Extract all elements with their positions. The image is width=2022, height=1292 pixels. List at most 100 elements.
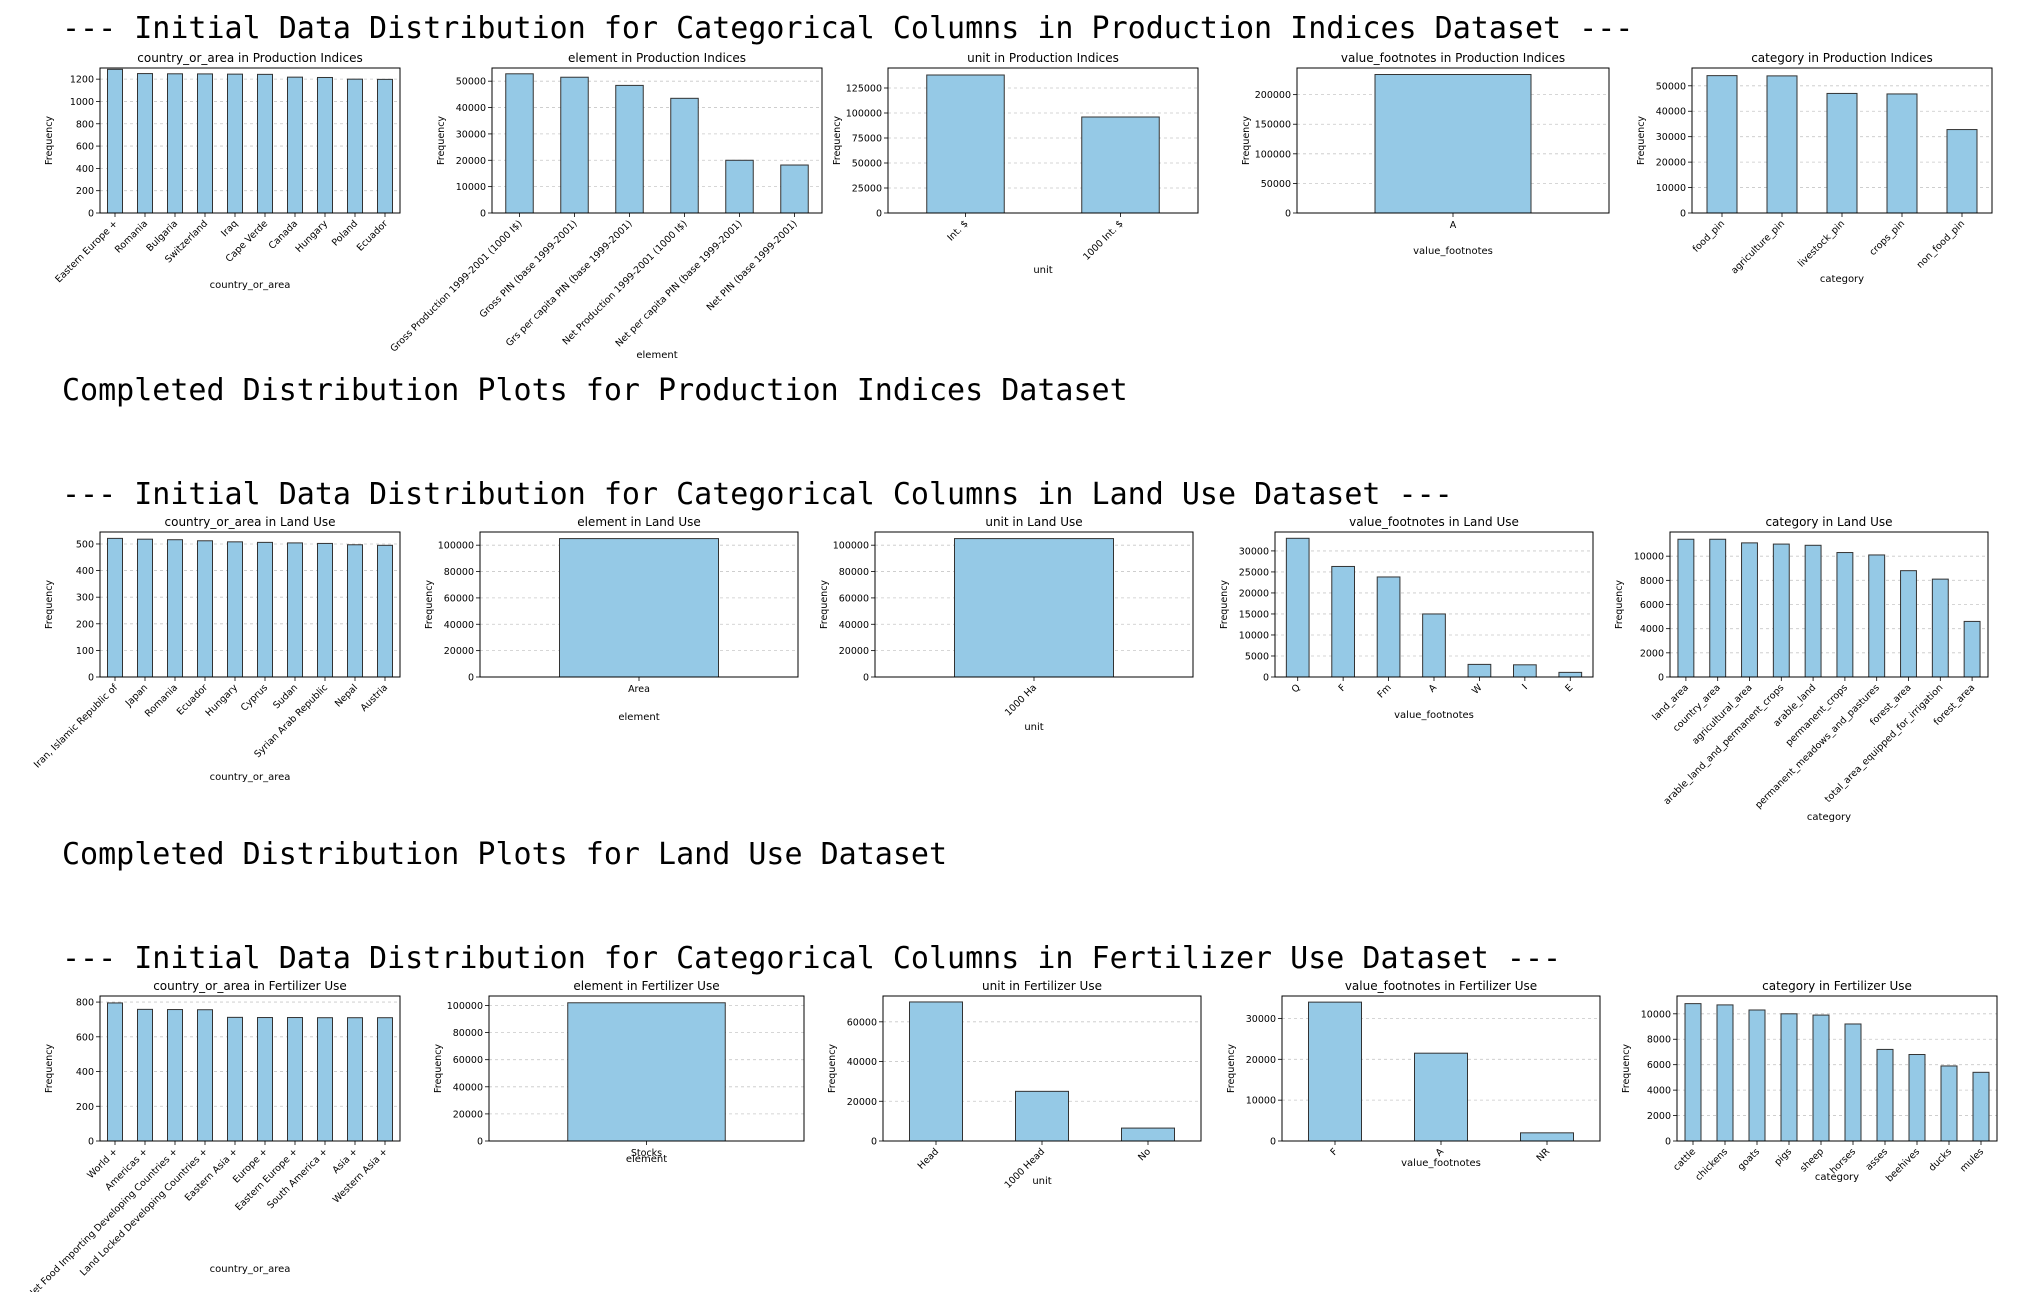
bar [1422, 613, 1446, 678]
y-tick-label: 100000 [438, 541, 474, 552]
x-tick-label: Austria [359, 682, 391, 714]
y-tick-label: 10000 [1641, 1009, 1671, 1020]
chart-title: country_or_area in Land Use [165, 515, 336, 529]
plot-frame [479, 531, 799, 678]
y-axis-label: Frequency [1241, 116, 1252, 165]
plot-frame [1296, 67, 1610, 214]
y-tick-label: 150000 [1255, 120, 1291, 131]
bar [377, 1017, 393, 1142]
chart-title: country_or_area in Production Indices [137, 51, 362, 65]
x-tick-label: E [1563, 682, 1575, 694]
bar [227, 73, 243, 214]
bar [1706, 75, 1738, 214]
y-tick-label: 30000 [456, 129, 486, 140]
y-tick-label: 0 [477, 1137, 483, 1148]
y-tick-label: 50000 [1656, 81, 1686, 92]
y-tick-label: 20000 [839, 646, 869, 657]
plot-frame [1676, 995, 1998, 1142]
y-axis-label: Frequency [433, 1044, 444, 1093]
y-tick-label: 125000 [846, 84, 882, 95]
chart-title: unit in Production Indices [967, 51, 1119, 65]
y-tick-label: 600 [76, 1032, 94, 1043]
y-tick-label: 20000 [1239, 588, 1269, 599]
bar [1558, 671, 1583, 678]
plot-frame [99, 995, 401, 1142]
y-tick-label: 100 [76, 646, 94, 657]
x-axis-label: unit [1024, 722, 1043, 733]
bar [1836, 552, 1854, 678]
y-axis-label: Frequency [1636, 116, 1647, 165]
chart-title: element in Land Use [577, 515, 701, 529]
bar [1972, 1071, 1990, 1142]
section-completed: Completed Distribution Plots for Land Us… [62, 837, 948, 872]
x-axis-label: value_footnotes [1401, 1158, 1481, 1169]
y-tick-label: 0 [1285, 209, 1291, 220]
y-axis-label: Frequency [827, 1044, 838, 1093]
x-axis-label: element [626, 1154, 667, 1165]
bar [1709, 538, 1727, 678]
y-tick-label: 80000 [453, 1028, 483, 1039]
chart-country-fertilizer: country_or_area in Fertilizer Use 0 200 400… [25, 979, 401, 1292]
bar [1804, 544, 1822, 678]
y-tick-label: 40000 [1656, 107, 1686, 118]
y-tick-label: 50000 [1261, 179, 1291, 190]
bar [505, 73, 534, 214]
y-tick-label: 30000 [1239, 546, 1269, 557]
bar [1748, 1009, 1766, 1142]
bar [1876, 1048, 1894, 1142]
y-tick-label: 2000 [1640, 648, 1664, 659]
y-tick-label: 100000 [846, 109, 882, 120]
bar [167, 539, 183, 678]
bar [1963, 620, 1981, 678]
bar [1780, 1013, 1798, 1142]
bar [347, 1017, 363, 1142]
x-tick-label: A [1427, 682, 1440, 695]
bar [137, 73, 153, 214]
bar [1414, 1052, 1468, 1142]
y-tick-label: 60000 [847, 1017, 877, 1028]
x-tick-label: sheep [1798, 1146, 1826, 1174]
x-tick-label: Grs per capita PIN (base 1999-2001) [504, 218, 635, 349]
bar [227, 1016, 243, 1142]
bar [257, 73, 273, 214]
chart-title: category in Land Use [1765, 515, 1892, 529]
chart-title: category in Fertilizer Use [1762, 979, 1912, 993]
y-tick-label: 15000 [1239, 609, 1269, 620]
bar [257, 541, 273, 678]
y-tick-label: 200 [76, 186, 94, 197]
y-tick-label: 200 [76, 619, 94, 630]
bar [1331, 565, 1355, 678]
y-tick-label: 40000 [456, 103, 486, 114]
bar [347, 544, 363, 678]
y-tick-label: 0 [1680, 209, 1686, 220]
y-tick-label: 40000 [847, 1057, 877, 1068]
y-tick-label: 4000 [1647, 1086, 1671, 1097]
chart-title: unit in Fertilizer Use [982, 979, 1102, 993]
bar [567, 1002, 726, 1142]
y-axis-label: Frequency [1614, 580, 1625, 629]
chart-unit-fertilizer: unit in Fertilizer Use 0 20000 40000 60000 He… [827, 979, 1202, 1191]
bar [197, 540, 213, 678]
section-heading: --- Initial Data Distribution for Catego… [62, 477, 1453, 512]
bar [1677, 538, 1695, 678]
plot-frame [1274, 531, 1594, 678]
plot-frame [1669, 531, 1989, 678]
x-tick-label: A [1434, 1146, 1447, 1159]
y-tick-label: 20000 [847, 1097, 877, 1108]
section-heading: --- Initial Data Distribution for Catego… [62, 941, 1562, 976]
x-tick-label: goats [1736, 1146, 1762, 1172]
plot-frame [887, 67, 1199, 214]
y-tick-label: 10000 [1656, 183, 1686, 194]
y-tick-label: 40000 [444, 620, 474, 631]
bar [954, 538, 1114, 678]
y-tick-label: 200000 [1255, 90, 1291, 101]
y-tick-label: 100000 [833, 541, 869, 552]
bar [926, 74, 1005, 214]
bar [1121, 1127, 1175, 1142]
y-tick-label: 20000 [1656, 158, 1686, 169]
bar [1684, 1003, 1702, 1142]
y-tick-label: 60000 [839, 593, 869, 604]
x-tick-label: Iran, Islamic Republic of [32, 682, 121, 771]
bar [909, 1001, 963, 1142]
y-axis-label: Frequency [832, 116, 843, 165]
